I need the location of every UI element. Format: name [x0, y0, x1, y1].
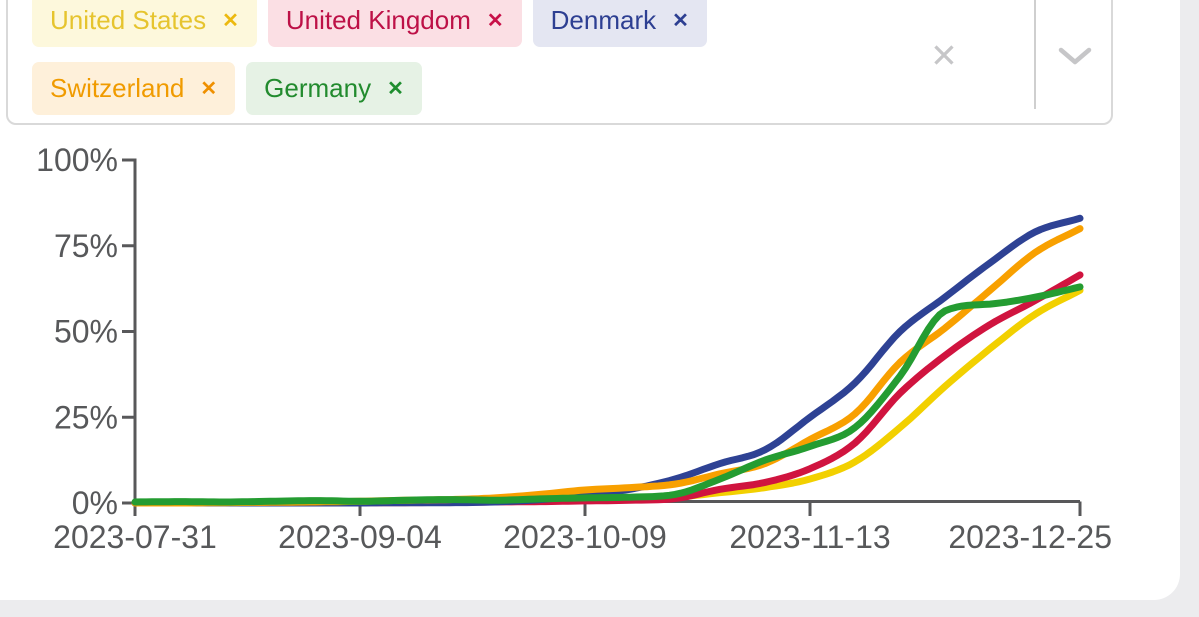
x-tick-label: 2023-12-25	[948, 519, 1112, 555]
chip-label: United States	[50, 5, 207, 35]
indicator-separator	[1034, 0, 1036, 109]
chip-switzerland[interactable]: Switzerland ✕	[32, 62, 236, 115]
series-line-switzerland	[131, 225, 1084, 507]
clear-x-icon[interactable]: ✕	[930, 37, 958, 74]
chart-card: United States ✕ United Kingdom ✕ Denmark ✕ Swi…	[0, 0, 1180, 600]
chip-list: United States ✕ United Kingdom ✕ Denmark ✕ Swi…	[8, 0, 921, 123]
y-tick-label: 50%	[54, 314, 118, 350]
y-tick-label: 75%	[54, 228, 118, 264]
remove-icon[interactable]: ✕	[200, 77, 218, 100]
chip-united-kingdom[interactable]: United Kingdom ✕	[267, 0, 522, 47]
country-multiselect[interactable]: United States ✕ United Kingdom ✕ Denmark ✕ Swi…	[6, 0, 1113, 125]
remove-icon[interactable]: ✕	[672, 9, 689, 32]
series-line-united-states	[131, 286, 1084, 507]
x-tick-label: 2023-09-04	[278, 519, 442, 555]
chip-label: Denmark	[550, 5, 657, 35]
remove-icon[interactable]: ✕	[222, 9, 239, 32]
series-line-germany	[131, 283, 1084, 506]
y-tick-label: 100%	[36, 142, 118, 178]
chip-label: Switzerland	[50, 73, 185, 103]
chip-label: Germany	[264, 73, 372, 103]
chip-denmark[interactable]: Denmark ✕	[532, 0, 707, 47]
y-tick-label: 0%	[72, 485, 118, 521]
x-tick-label: 2023-11-13	[729, 519, 890, 555]
chip-united-states[interactable]: United States ✕	[32, 0, 257, 47]
remove-icon[interactable]: ✕	[387, 77, 404, 100]
chevron-down-icon[interactable]	[1057, 46, 1093, 66]
chip-label: United Kingdom	[285, 5, 471, 35]
y-tick-label: 25%	[54, 399, 118, 435]
chip-germany[interactable]: Germany ✕	[246, 62, 422, 115]
remove-icon[interactable]: ✕	[486, 9, 504, 32]
x-tick-label: 2023-07-31	[53, 519, 217, 555]
line-chart: 100% 75% 50% 25% 0%2023-07-31 2023-09-04 2023-…	[36, 142, 1112, 555]
x-tick-label: 2023-10-09	[503, 519, 667, 555]
